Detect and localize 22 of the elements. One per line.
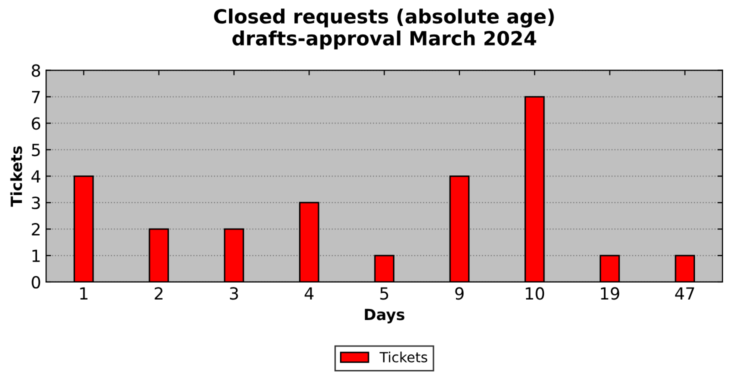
- legend-label: Tickets: [380, 352, 428, 362]
- x-tick-label: 1: [80, 287, 88, 300]
- x-tick-label: 4: [304, 287, 314, 300]
- x-tick-label: 47: [675, 287, 694, 300]
- y-tick-label: 2: [32, 223, 40, 236]
- x-tick-label: 19: [600, 287, 620, 300]
- y-tick-label: 1: [32, 250, 40, 262]
- y-axis-title: Tickets: [10, 146, 22, 207]
- x-axis-title: Days: [364, 308, 404, 324]
- y-tick-label: 0: [32, 276, 40, 289]
- y-tick-label: 6: [32, 117, 40, 130]
- x-tick-label: 3: [230, 287, 238, 300]
- y-tick-label: 7: [32, 90, 40, 104]
- x-tick-label: 9: [455, 287, 464, 300]
- x-tick-label: 2: [154, 287, 162, 300]
- x-tick-label: 10: [526, 287, 544, 300]
- y-tick-label: 8: [32, 64, 40, 77]
- y-tick-label: 4: [31, 170, 40, 182]
- y-tick-label: 5: [32, 144, 40, 156]
- chart-title: Closed requests (absolute age) drafts-approval March 2024: [214, 8, 554, 50]
- y-tick-label: 3: [32, 196, 40, 210]
- x-tick-label: 5: [380, 287, 388, 300]
